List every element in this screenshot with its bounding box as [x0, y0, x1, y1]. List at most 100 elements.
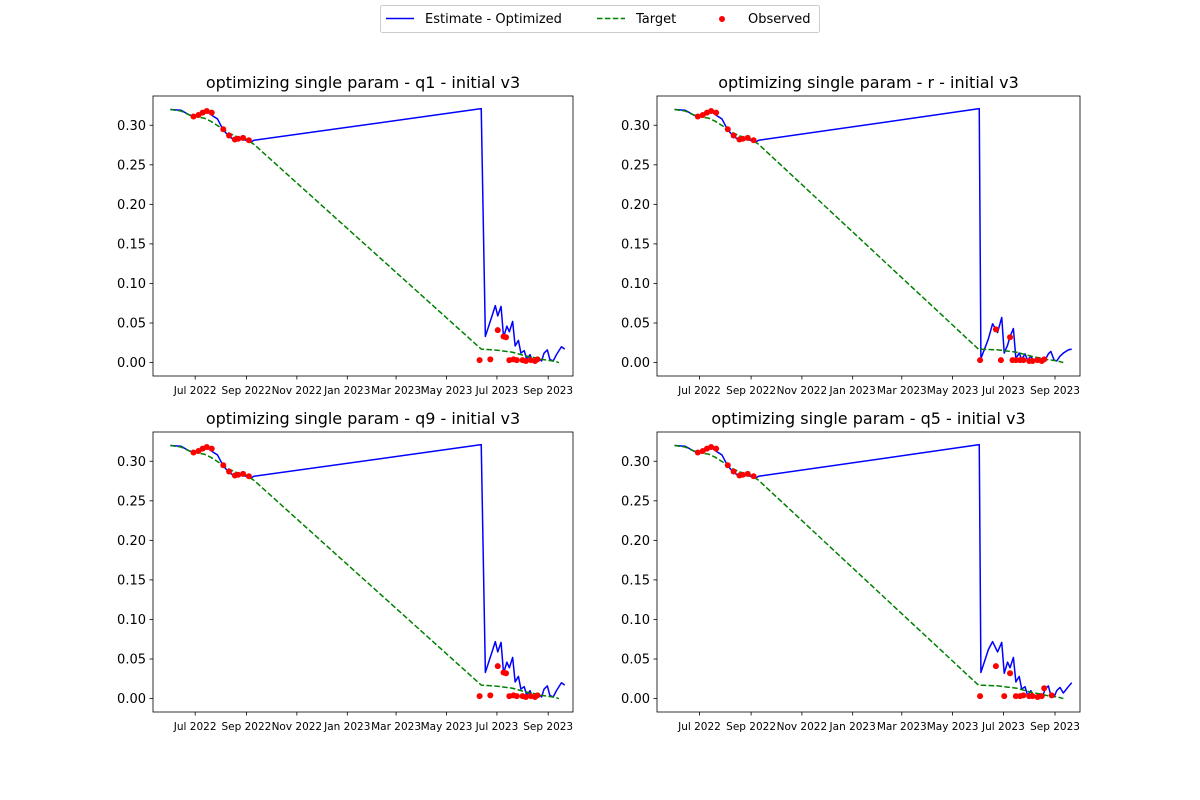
y-tick-label: 0.10: [621, 613, 650, 628]
chart-panel-4: optimizing single param - q5 - initial v…: [621, 409, 1081, 733]
y-tick-label: 0.10: [117, 277, 146, 292]
axes-frame: [656, 95, 1081, 377]
observed-point: [744, 134, 751, 141]
chart-panel-1: optimizing single param - q1 - initial v…: [117, 73, 574, 397]
observed-point: [503, 670, 510, 677]
observed-point: [750, 137, 757, 144]
observed-point: [245, 137, 252, 144]
observed-point: [1041, 685, 1048, 692]
observed-point: [997, 357, 1004, 364]
observed-point: [208, 109, 215, 116]
legend-label-target: Target: [635, 12, 676, 27]
observed-point: [522, 357, 529, 364]
legend-swatch-observed: [719, 16, 725, 22]
series-target: [674, 444, 1064, 700]
y-tick-label: 0.15: [621, 237, 650, 252]
x-tick-label: Jan 2023: [829, 721, 876, 733]
series-estimate-optimized: [170, 107, 566, 363]
y-tick-label: 0.05: [117, 653, 146, 668]
observed-point: [694, 449, 701, 456]
observed-point: [713, 109, 720, 116]
observed-point: [476, 693, 483, 700]
series-observed: [190, 444, 541, 700]
y-tick-label: 0.10: [117, 613, 146, 628]
estimate-line: [674, 443, 1073, 699]
observed-point: [750, 473, 757, 480]
y-tick-label: 0.15: [117, 237, 146, 252]
observed-point: [1007, 334, 1014, 341]
observed-point: [739, 471, 746, 478]
y-tick-label: 0.20: [117, 534, 146, 549]
x-tick-label: Jul 2023: [475, 385, 519, 397]
y-tick-label: 0.15: [621, 573, 650, 588]
series-observed: [694, 444, 1055, 700]
observed-point: [739, 135, 746, 142]
legend-label-estimate: Estimate - Optimized: [425, 12, 562, 27]
observed-point: [494, 663, 501, 670]
x-tick-label: Jul 2022: [173, 385, 217, 397]
axes-frame: [152, 95, 574, 377]
y-tick-label: 0.00: [117, 692, 146, 707]
observed-point: [1048, 692, 1055, 699]
x-tick-label: May 2023: [927, 385, 979, 397]
target-line: [674, 444, 1064, 700]
y-tick-label: 0.30: [621, 455, 650, 470]
observed-point: [992, 326, 999, 333]
series-target: [674, 108, 1064, 364]
series-target: [170, 108, 560, 364]
chart-panel-2: optimizing single param - r - initial v3…: [621, 73, 1081, 397]
observed-point: [730, 132, 737, 139]
observed-point: [1038, 693, 1045, 700]
y-tick-label: 0.30: [117, 455, 146, 470]
observed-point: [226, 132, 233, 139]
x-tick-label: Jul 2023: [981, 385, 1025, 397]
observed-point: [744, 470, 751, 477]
observed-point: [522, 693, 529, 700]
observed-point: [245, 473, 252, 480]
observed-point: [708, 444, 715, 451]
y-tick-label: 0.20: [117, 198, 146, 213]
y-tick-label: 0.05: [621, 653, 650, 668]
axes-frame: [656, 431, 1081, 713]
observed-point: [487, 692, 494, 699]
observed-point: [1012, 693, 1019, 700]
x-tick-label: Sep 2022: [726, 721, 776, 733]
y-tick-label: 0.15: [117, 573, 146, 588]
target-line: [170, 444, 560, 700]
x-tick-label: Jul 2022: [677, 721, 721, 733]
y-tick-label: 0.05: [621, 317, 650, 332]
x-tick-label: Jul 2022: [677, 385, 721, 397]
observed-point: [1029, 693, 1036, 700]
observed-point: [220, 126, 227, 133]
y-tick-label: 0.00: [621, 356, 650, 371]
observed-point: [513, 693, 520, 700]
x-tick-label: May 2023: [927, 721, 979, 733]
observed-point: [503, 334, 510, 341]
series-target: [170, 444, 560, 700]
observed-point: [1020, 357, 1027, 364]
legend: Estimate - Optimized Target Observed: [380, 5, 820, 33]
x-tick-label: Jan 2023: [323, 385, 370, 397]
observed-point: [713, 445, 720, 452]
observed-point: [708, 108, 715, 115]
observed-point: [724, 462, 731, 469]
observed-point: [203, 444, 210, 451]
chart-title: optimizing single param - r - initial v3: [718, 73, 1019, 92]
x-tick-label: Jul 2023: [475, 721, 519, 733]
observed-point: [513, 357, 520, 364]
series-observed: [190, 108, 541, 364]
observed-point: [1020, 692, 1027, 699]
series-estimate-optimized: [674, 107, 1072, 363]
chart-title: optimizing single param - q5 - initial v…: [711, 409, 1025, 428]
x-tick-label: Mar 2023: [371, 721, 421, 733]
observed-point: [977, 357, 984, 364]
y-tick-label: 0.25: [621, 158, 650, 173]
chart-title: optimizing single param - q9 - initial v…: [206, 409, 520, 428]
observed-point: [1029, 357, 1036, 364]
y-tick-label: 0.20: [621, 534, 650, 549]
chart-title: optimizing single param - q1 - initial v…: [206, 73, 520, 92]
estimate-line: [170, 107, 566, 363]
chart-panel-3: optimizing single param - q9 - initial v…: [117, 409, 574, 733]
observed-point: [208, 445, 215, 452]
